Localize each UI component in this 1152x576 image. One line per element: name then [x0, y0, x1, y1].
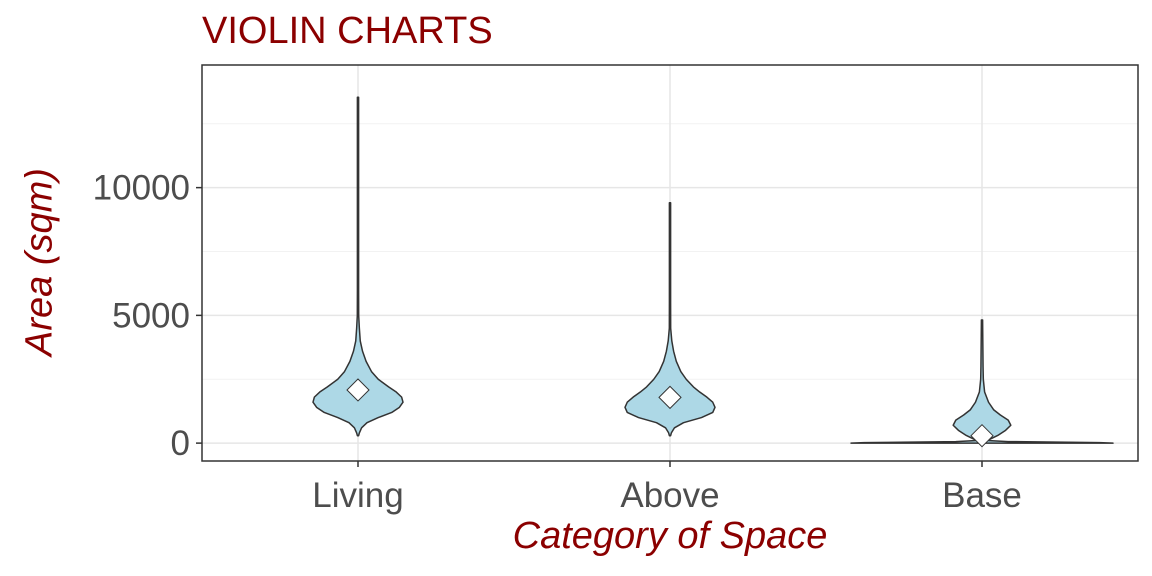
y-tick-label: 5000 [112, 296, 190, 335]
mean-marker-above [658, 385, 682, 410]
mean-marker-base [970, 423, 994, 448]
x-axis-title: Category of Space [512, 515, 828, 557]
violin-living [312, 96, 404, 437]
chart-title: VIOLIN CHARTS [202, 10, 493, 52]
x-tick-label: Living [312, 476, 403, 515]
violin-above [624, 201, 716, 437]
x-tick-label: Above [620, 476, 719, 515]
x-tick-label: Base [942, 476, 1022, 515]
y-tick-label: 0 [171, 424, 190, 463]
y-tick-label: 10000 [93, 169, 190, 208]
violin-base [850, 319, 1114, 444]
mean-marker-living [346, 378, 370, 402]
